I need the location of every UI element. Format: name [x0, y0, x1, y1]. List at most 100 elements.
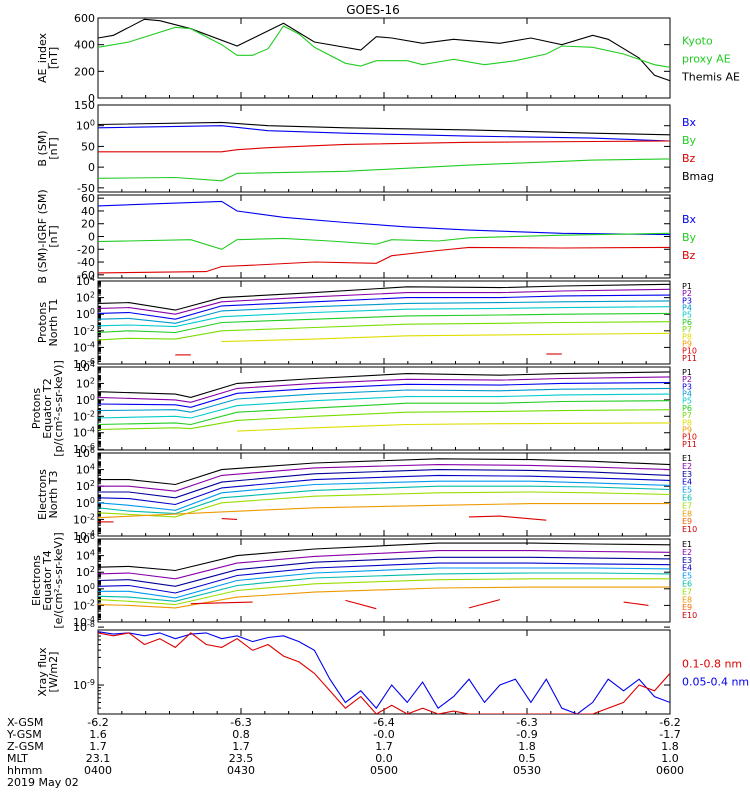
series-line-p5 — [98, 393, 670, 419]
legend-label: P10 — [682, 347, 697, 356]
series-line-p8 — [221, 332, 670, 343]
series-line-e1 — [98, 458, 670, 486]
legend-label: E3 — [682, 556, 692, 565]
series-line-0-05-0-4-nm — [98, 631, 670, 714]
y-tick-label: 102 — [76, 565, 95, 579]
legend-label: E10 — [682, 525, 697, 534]
y-axis-label: [nT] — [47, 47, 60, 69]
series-line-bx — [98, 125, 670, 142]
legend-label: P5 — [682, 397, 692, 406]
legend-label: P1 — [682, 368, 692, 377]
legend-label: E8 — [682, 509, 692, 518]
y-tick-label: 104 — [76, 274, 95, 288]
y-axis-label: Protons — [30, 388, 43, 429]
series-line-e9d — [623, 601, 649, 606]
y-tick-label: 104 — [76, 549, 95, 563]
y-axis-label: [nT] — [47, 225, 60, 247]
legend-label: P4 — [682, 390, 692, 399]
series-line-p1 — [98, 283, 670, 311]
series-line-p4 — [98, 387, 670, 413]
panel-bsm: -50 0 50 100 150 B (SM)[nT] Bx By Bz Bmag — [36, 99, 714, 195]
y-tick-label: 10-2 — [73, 409, 95, 423]
legend-label: P1 — [682, 282, 692, 291]
y-tick-label: 100 — [76, 496, 95, 510]
y-axis-label: [e/(cm²-s-sr-keV)] — [52, 532, 65, 628]
series-line-e9b — [345, 599, 377, 610]
series-line-e4 — [98, 562, 670, 594]
series-group — [98, 631, 670, 714]
panel-frame — [97, 366, 671, 451]
bottom-value: -6.2 — [659, 716, 680, 729]
y-tick-label: 10-9 — [73, 678, 95, 692]
legend-label: Bx — [682, 116, 697, 129]
legend-label: By — [682, 134, 697, 147]
y-axis-label: North T1 — [47, 299, 60, 347]
series-line-e6 — [98, 485, 670, 515]
y-tick-label: 150 — [74, 99, 95, 112]
bottom-value: 0.8 — [232, 728, 250, 741]
legend-label: E5 — [682, 572, 692, 581]
series-line-p6 — [98, 400, 670, 426]
series-line-by — [98, 158, 670, 182]
legend-label: P7 — [682, 325, 692, 334]
series-line-e9b — [221, 518, 238, 520]
series-line-p3 — [98, 294, 670, 320]
y-tick-label: 10-4 — [73, 426, 95, 440]
y-axis-label: Equator T2 — [41, 378, 54, 438]
y-axis-label: [p/(cm²-s-sr-keV)] — [52, 360, 65, 457]
series-group — [98, 283, 670, 356]
legend-label: Bz — [682, 152, 696, 165]
date-label: 2019 May 02 — [7, 776, 79, 789]
legend-label: E2 — [682, 462, 692, 471]
bottom-value: -6.4 — [373, 716, 394, 729]
series-line-kyoto-proxy-ae — [98, 25, 670, 68]
y-axis-label: [W/m2] — [47, 652, 60, 693]
y-tick-label: 10-2 — [73, 324, 95, 338]
bottom-value: 1.6 — [89, 728, 107, 741]
bottom-value: 0530 — [513, 764, 541, 777]
y-axis-label: Electrons — [30, 555, 43, 606]
bottom-row-label: Y-GSM — [6, 728, 42, 741]
y-tick-label: 104 — [76, 463, 95, 477]
y-axis-label: North T3 — [47, 471, 60, 519]
legend-label: E7 — [682, 501, 692, 510]
panel-xray: 10-9 10-8 Xray flux[W/m2] 0.1-0.8 nm 0.05-0.… — [36, 620, 749, 715]
series-line-e8 — [98, 586, 670, 609]
y-axis-label: AE_index — [36, 32, 49, 83]
series-line-e9c — [468, 599, 501, 609]
y-tick-label: 10-2 — [73, 598, 95, 612]
plot-title: GOES-16 — [346, 3, 400, 17]
legend-label: E4 — [682, 564, 692, 573]
legend-label: Bmag — [682, 170, 714, 183]
y-tick-label: 40 — [81, 205, 95, 218]
series-line-e4 — [98, 474, 670, 506]
bottom-row-label: MLT — [7, 752, 28, 765]
y-axis-label: Protons — [36, 302, 49, 343]
y-tick-label: 50 — [81, 140, 95, 153]
series-group — [98, 458, 670, 523]
bottom-value: 0400 — [84, 764, 112, 777]
y-tick-label: 100 — [76, 582, 95, 596]
y-tick-label: 100 — [76, 307, 95, 321]
bottom-value: 1.7 — [89, 740, 107, 753]
legend-label: E1 — [682, 540, 692, 549]
y-tick-label: 0 — [88, 231, 95, 244]
legend-label: P6 — [682, 318, 692, 327]
legend-label: P2 — [682, 289, 692, 298]
legend-label: P3 — [682, 382, 692, 391]
y-tick-label: 400 — [74, 39, 95, 52]
bottom-row-label: hhmm — [7, 764, 42, 777]
legend-label: P7 — [682, 411, 692, 420]
bottom-value: 23.5 — [229, 752, 254, 765]
y-tick-label: 102 — [76, 291, 95, 305]
legend-label: Bx — [682, 213, 697, 226]
y-tick-label: 10-4 — [73, 340, 95, 354]
series-line-0-1-0-8-nm — [98, 632, 670, 714]
bottom-value: 1.8 — [661, 740, 679, 753]
y-tick-label: 102 — [76, 479, 95, 493]
series-line-p7 — [98, 409, 670, 431]
bottom-value: 23.1 — [86, 752, 111, 765]
